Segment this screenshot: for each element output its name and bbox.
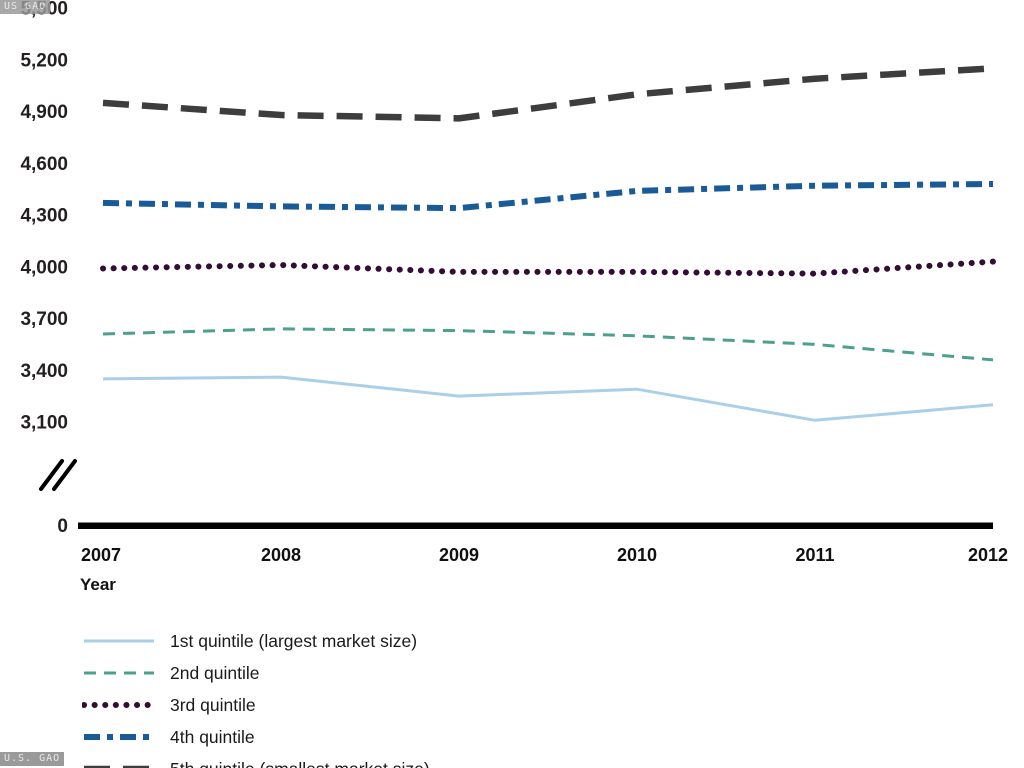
gao-watermark-top: US GAO: [0, 0, 51, 14]
axis-break-icon: [39, 459, 77, 491]
series-line: [100, 258, 996, 277]
legend-label: 1st quintile (largest market size): [170, 630, 418, 651]
x-tick-label: 2007: [81, 545, 121, 565]
y-tick-zero: 0: [57, 516, 68, 537]
legend-swatch-icon: [84, 639, 154, 643]
legend-label: 3rd quintile: [170, 694, 256, 715]
y-tick-label: 4,300: [20, 206, 68, 227]
y-tick-label: 5,200: [20, 50, 68, 71]
legend-swatch-icon: [82, 702, 156, 708]
x-tick-label: 2010: [617, 545, 657, 565]
legend-swatch-icon: [84, 734, 154, 740]
legend-label: 5th quintile (smallest market size): [170, 759, 430, 768]
series-line: [102, 375, 994, 422]
x-axis-line: [78, 522, 993, 529]
legend-item: 2nd quintile: [82, 661, 430, 685]
y-tick-label: 4,000: [20, 257, 68, 278]
legend-swatch-icon: [84, 765, 154, 768]
legend-item: 4th quintile: [82, 725, 430, 749]
y-tick-label: 3,400: [20, 361, 68, 382]
x-tick-label: 2011: [795, 545, 834, 565]
y-tick-label: 4,600: [20, 154, 68, 175]
x-tick-label: 2009: [439, 545, 479, 565]
series-line: [102, 181, 994, 212]
y-tick-label: 3,700: [20, 309, 68, 330]
y-tick-label: 3,100: [20, 413, 68, 434]
chart-legend: 1st quintile (largest market size) 2nd qu…: [82, 629, 430, 768]
legend-swatch-icon: [84, 671, 154, 675]
series-line: [102, 65, 994, 122]
x-tick-label: 2012: [968, 545, 1008, 565]
x-axis-title: Year: [80, 575, 116, 594]
series-line: [102, 327, 994, 362]
x-tick-label: 2008: [261, 545, 301, 565]
legend-item: 5th quintile (smallest market size): [82, 757, 430, 768]
legend-label: 4th quintile: [170, 726, 255, 747]
legend-item: 1st quintile (largest market size): [82, 629, 430, 653]
legend-label: 2nd quintile: [170, 662, 260, 683]
y-tick-label: 4,900: [20, 102, 68, 123]
legend-item: 3rd quintile: [82, 693, 430, 717]
gao-watermark-bottom: U.S. GAO: [0, 752, 65, 766]
